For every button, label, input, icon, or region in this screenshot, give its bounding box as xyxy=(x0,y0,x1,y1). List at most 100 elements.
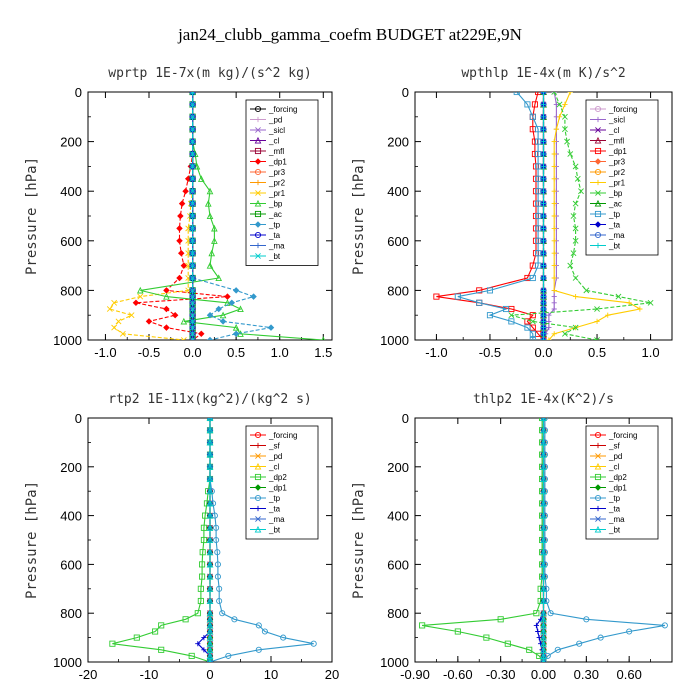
y-tick-label: 600 xyxy=(60,557,82,572)
data-point xyxy=(536,635,542,641)
data-point xyxy=(551,92,557,95)
data-point xyxy=(551,294,557,300)
data-point xyxy=(572,200,579,207)
legend-marker xyxy=(255,242,261,249)
y-tick-label: 800 xyxy=(387,283,409,298)
data-point xyxy=(215,274,223,282)
data-point xyxy=(540,585,547,592)
data-point xyxy=(513,92,520,96)
x-tick-label: 0 xyxy=(206,667,213,682)
y-axis-label: Pressure [hPa] xyxy=(351,157,367,275)
data-point xyxy=(540,337,547,340)
data-point xyxy=(540,572,547,580)
legend-marker xyxy=(595,505,601,512)
data-point xyxy=(206,336,214,340)
legend-marker xyxy=(254,199,262,207)
data-point xyxy=(189,262,196,269)
data-point xyxy=(115,318,122,325)
legend-label: _dp1 xyxy=(268,484,287,493)
data-point xyxy=(180,262,188,269)
legend-marker xyxy=(594,105,602,113)
data-point xyxy=(419,622,426,629)
x-tick-label: 1.0 xyxy=(642,345,660,360)
legend-marker xyxy=(595,453,601,459)
legend-label: _bp xyxy=(608,189,623,198)
data-point xyxy=(206,536,214,544)
legend: _forcing _pd_sicl _cl_mfl _dp1_pr3 _pr2_pr1 _… xyxy=(245,99,319,266)
data-point xyxy=(551,213,557,219)
data-point xyxy=(540,201,547,207)
data-point xyxy=(189,113,196,120)
data-point xyxy=(483,634,490,641)
data-point xyxy=(540,213,547,219)
data-point xyxy=(529,330,536,337)
data-point xyxy=(574,175,581,182)
data-point xyxy=(576,640,583,647)
legend-label: _bt xyxy=(608,242,621,251)
data-point xyxy=(178,249,185,257)
data-point xyxy=(136,286,144,294)
data-point xyxy=(540,524,547,531)
data-point xyxy=(570,250,577,257)
data-point xyxy=(133,634,140,641)
data-point xyxy=(111,299,118,306)
legend-label: _forcing xyxy=(608,431,637,440)
data-point xyxy=(497,616,504,623)
data-point xyxy=(561,330,568,337)
data-point xyxy=(200,536,207,544)
data-point xyxy=(540,548,547,556)
legend-label: _forcing xyxy=(608,105,637,114)
data-point xyxy=(228,299,236,307)
data-point xyxy=(540,151,547,157)
legend-marker xyxy=(594,525,602,533)
data-point xyxy=(261,628,268,635)
data-point xyxy=(524,318,531,325)
legend-label: _pr2 xyxy=(608,168,626,177)
data-point xyxy=(206,438,214,446)
data-point xyxy=(189,324,196,331)
data-point xyxy=(216,585,223,592)
data-point xyxy=(198,330,205,338)
y-tick-label: 400 xyxy=(60,184,82,199)
data-point xyxy=(540,426,547,434)
data-point xyxy=(197,175,205,182)
legend: _forcing _sicl_cl _mfl_dp1 _pr3_pr2 _pr1_bp _… xyxy=(585,99,659,256)
legend-label: _dp1 xyxy=(268,158,287,167)
data-point xyxy=(551,92,558,95)
data-point xyxy=(551,225,557,231)
data-point xyxy=(132,299,140,307)
data-point xyxy=(626,300,632,306)
x-tick-label: 1.5 xyxy=(314,345,332,360)
legend-label: _pd xyxy=(268,116,282,125)
data-point xyxy=(486,287,494,294)
panel-1: wprtp 1E-7x(m kg)/(s^2 kg) Pressure [hPa]… xyxy=(24,66,333,360)
panel-title: wprtp 1E-7x(m kg)/(s^2 kg) xyxy=(108,66,312,81)
data-point xyxy=(206,499,214,507)
data-point xyxy=(189,126,196,133)
legend-marker xyxy=(255,453,261,459)
data-point xyxy=(540,597,547,605)
legend-label: _pr1 xyxy=(608,179,626,188)
data-point xyxy=(551,201,557,207)
legend-marker xyxy=(254,462,262,470)
legend-marker xyxy=(594,431,602,439)
x-tick-label: -0.5 xyxy=(138,345,160,360)
legend-label: _ac xyxy=(608,200,622,209)
x-tick-label: -1.0 xyxy=(94,345,116,360)
data-point xyxy=(199,573,206,580)
data-point xyxy=(189,151,196,157)
y-tick-label: 800 xyxy=(60,606,82,621)
legend-marker xyxy=(255,516,261,522)
data-point xyxy=(529,336,536,340)
data-point xyxy=(540,225,547,231)
data-point xyxy=(540,325,547,331)
data-point xyxy=(189,293,196,300)
data-point xyxy=(206,511,214,519)
data-point xyxy=(476,299,483,306)
legend-marker xyxy=(254,231,262,239)
legend-marker xyxy=(594,494,602,502)
data-point xyxy=(572,275,579,281)
data-point xyxy=(551,176,557,182)
data-point xyxy=(508,312,515,319)
